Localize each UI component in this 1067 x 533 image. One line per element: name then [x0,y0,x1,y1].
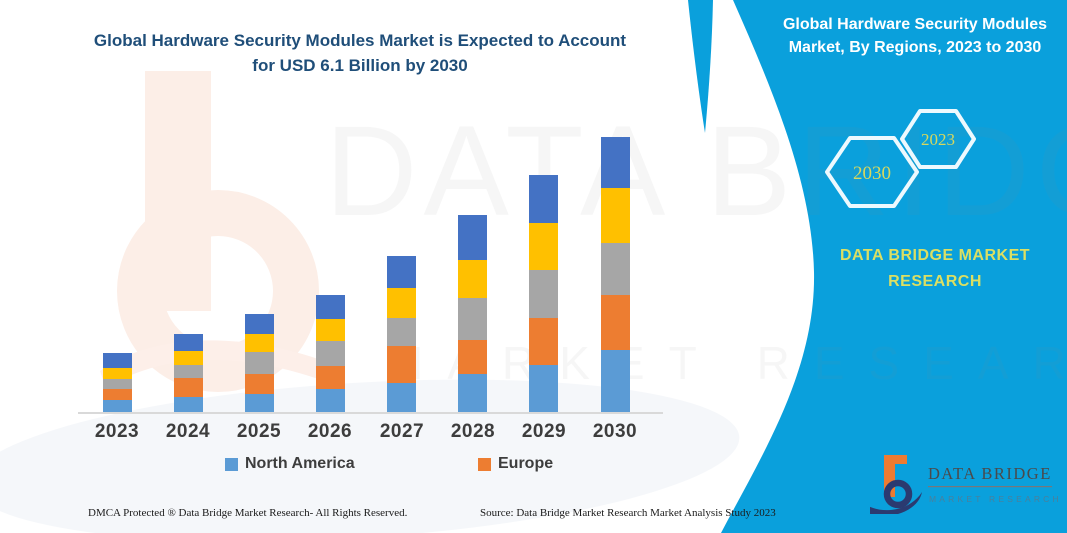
hexagon-2023-outline [900,109,976,169]
legend-swatch-north-america [225,457,238,471]
hexagon-badge-2023: 2023 [900,109,976,169]
bar-segment-2027-series-3 [387,318,417,346]
source-note: Source: Data Bridge Market Research Mark… [480,507,776,519]
page-title-line1: Global Hardware Security Modules Market … [93,31,627,50]
legend-swatch-europe [478,457,491,471]
bar-segment-2025-north-america [244,394,274,412]
bar-segment-2026-north-america [316,389,345,412]
bar-segment-2025-series-4 [244,334,274,352]
bar-segment-2029-europe [529,318,559,365]
bar-segment-2030-series-4 [600,188,630,243]
bar-segment-2025-series-5 [244,314,274,334]
panel-title-line2: Market, By Regions, 2023 to 2030 [788,39,1042,56]
bar-segment-2029-series-3 [529,270,559,318]
panel-title: Global Hardware Security Modules Market,… [770,13,1060,59]
bar-segment-2024-series-3 [173,365,203,378]
legend-label-north-america: North America [245,455,355,472]
x-axis-label-2029: 2029 [521,421,567,442]
bar-segment-2026-series-3 [316,341,345,366]
bar-segment-2027-north-america [387,383,417,412]
hexagon-badge-2030: 2030 [825,136,919,208]
bar-segment-2025-series-3 [244,352,274,374]
bar-segment-2029-series-5 [529,175,559,223]
page-title-line2: for USD 6.1 Billion by 2030 [252,56,468,75]
data-bridge-logo: DATA BRIDGE MARKET RESEARCH [870,455,1062,514]
legend-item-europe: Europe [478,455,553,473]
x-axis-label-2028: 2028 [450,421,496,442]
x-axis-label-2024: 2024 [165,421,211,442]
dmca-notice: DMCA Protected ® Data Bridge Market Rese… [88,507,408,519]
bar-segment-2023-europe [102,389,132,400]
x-axis-label-2023: 2023 [94,421,140,442]
bar-segment-2025-europe [244,374,274,394]
x-axis-line [78,412,663,414]
bar-segment-2028-europe [458,340,488,374]
bar-segment-2026-europe [316,366,345,389]
bar-segment-2029-north-america [529,365,559,412]
brand-wordmark-line1: DATA BRIDGE MARKET [839,247,1031,264]
bar-segment-2024-series-5 [173,334,203,351]
bar-segment-2024-north-america [173,397,203,412]
bar-segment-2024-europe [173,378,203,397]
bar-segment-2023-north-america [102,400,132,412]
bar-segment-2026-series-5 [316,295,345,319]
bar-segment-2028-series-5 [458,215,488,260]
bar-segment-2023-series-5 [102,353,132,368]
data-bridge-b-watermark-icon [100,71,332,392]
x-axis-label-2027: 2027 [379,421,425,442]
bar-segment-2023-series-3 [102,379,132,389]
panel-title-line1: Global Hardware Security Modules [782,16,1048,33]
bar-segment-2027-europe [387,346,417,383]
logo-b-icon [870,455,922,514]
bar-segment-2030-series-3 [600,243,630,295]
hexagon-2030-outline [825,136,919,208]
x-axis-label-2025: 2025 [236,421,282,442]
x-axis-label-2026: 2026 [307,421,353,442]
bar-segment-2026-series-4 [316,319,345,341]
bar-segment-2024-series-4 [173,351,203,365]
bar-segment-2030-north-america [600,350,630,412]
legend-item-north-america: North America [225,455,355,473]
bar-segment-2023-series-4 [102,368,132,379]
x-axis-label-2030: 2030 [592,421,638,442]
bar-segment-2029-series-4 [529,223,559,270]
brand-wordmark: DATA BRIDGE MARKET RESEARCH [800,243,1067,295]
hexagon-2023-label: 2023 [921,130,955,149]
bar-segment-2028-north-america [458,374,488,412]
page-title: Global Hardware Security Modules Market … [60,28,660,78]
hexagon-2030-label: 2030 [853,163,891,184]
bar-segment-2027-series-5 [387,256,417,288]
bar-chart: 2023 2024 2025 2026 2027 2028 2029 2030 [78,137,663,442]
panel-shape [721,0,1067,533]
bar-segment-2030-series-5 [600,137,630,188]
brand-wordmark-line2: RESEARCH [888,273,982,290]
bar-segment-2028-series-3 [458,298,488,340]
logo-name-text: DATA BRIDGE [928,464,1052,483]
legend-label-europe: Europe [498,455,554,472]
bar-segment-2030-europe [600,295,630,350]
bar-segment-2027-series-4 [387,288,417,318]
panel-sliver-shape [688,0,713,133]
bar-segment-2028-series-4 [458,260,488,298]
logo-sub-text: MARKET RESEARCH [929,494,1062,504]
